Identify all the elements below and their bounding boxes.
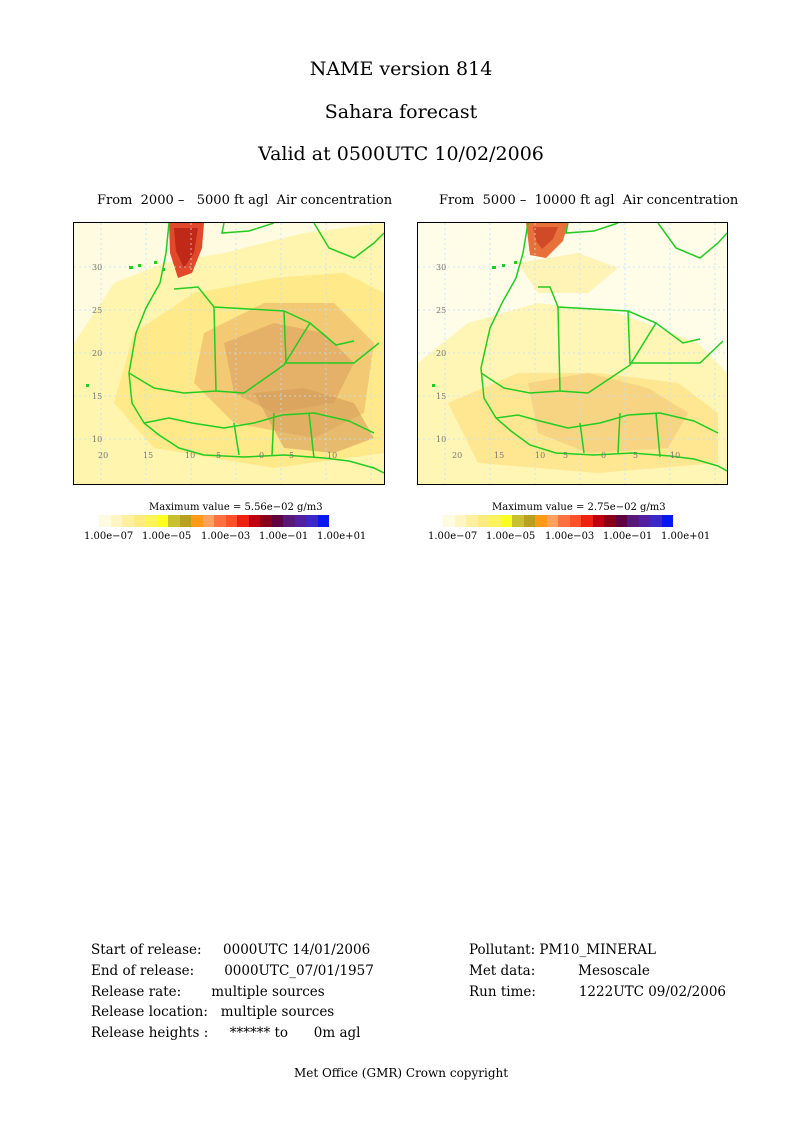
panel-1-lat-label: 10 xyxy=(92,435,103,444)
release-location: Release location: multiple sources xyxy=(91,1004,335,1020)
color-scale-swatch xyxy=(168,515,180,527)
color-scale-swatch xyxy=(260,515,272,527)
panel-1-lat-label: 25 xyxy=(92,306,103,315)
color-scale-swatch xyxy=(214,515,226,527)
release-start: Start of release: 0000UTC 14/01/2006 xyxy=(91,942,371,958)
panel-2-lon-label: 5 xyxy=(633,451,639,460)
panel-1-lat-label: 15 xyxy=(92,392,103,401)
color-scale-swatch xyxy=(454,515,466,527)
pollutant: Pollutant: PM10_MINERAL xyxy=(469,942,656,958)
page-title: NAME version 814 xyxy=(309,58,493,80)
panel-2-scale-tick: 1.00e−03 xyxy=(545,531,595,542)
panel-1-scale-tick: 1.00e−05 xyxy=(142,531,192,542)
panel-2-lon-label: 15 xyxy=(494,451,505,460)
panel-1-scale-tick: 1.00e−01 xyxy=(259,531,309,542)
color-scale-swatch xyxy=(615,515,627,527)
panel-2-max-value: Maximum value = 2.75e−02 g/m3 xyxy=(492,502,666,513)
panel-2-scale-tick: 1.00e−01 xyxy=(603,531,653,542)
color-scale-swatch xyxy=(604,515,616,527)
color-scale-swatch xyxy=(466,515,478,527)
panel-2-lon-label: 0 xyxy=(601,451,607,460)
panel-2-lon-label: 10 xyxy=(670,451,681,460)
panel-1-lon-label: 5 xyxy=(216,451,222,460)
color-scale-swatch xyxy=(627,515,639,527)
color-scale-swatch xyxy=(283,515,295,527)
color-scale-swatch xyxy=(500,515,512,527)
release-heights: Release heights : ****** to 0m agl xyxy=(91,1025,361,1041)
color-scale-swatch xyxy=(99,515,111,527)
color-scale-swatch xyxy=(317,515,329,527)
panel-2-color-scale xyxy=(443,515,673,527)
panel-1-map-graphic xyxy=(74,223,384,484)
panel-1-max-value: Maximum value = 5.56e−02 g/m3 xyxy=(149,502,323,513)
panel-2-scale-tick: 1.00e−07 xyxy=(428,531,478,542)
panel-2-map: 30 25 20 15 10 20 15 10 5 0 5 10 xyxy=(417,222,728,485)
panel-1-map: 30 25 20 15 10 20 15 10 5 0 5 10 xyxy=(73,222,385,485)
forecast-subtitle: Sahara forecast xyxy=(324,101,478,123)
color-scale-swatch xyxy=(661,515,673,527)
color-scale-swatch xyxy=(110,515,122,527)
panel-1-lon-label: 20 xyxy=(98,451,109,460)
color-scale-swatch xyxy=(489,515,501,527)
color-scale-swatch xyxy=(271,515,283,527)
panel-2-lat-label: 25 xyxy=(436,306,447,315)
color-scale-swatch xyxy=(237,515,249,527)
color-scale-swatch xyxy=(443,515,455,527)
panel-2-lat-label: 15 xyxy=(436,392,447,401)
color-scale-swatch xyxy=(546,515,558,527)
color-scale-swatch xyxy=(191,515,203,527)
panel-2-lat-label: 30 xyxy=(436,263,447,272)
color-scale-swatch xyxy=(477,515,489,527)
color-scale-swatch xyxy=(581,515,593,527)
color-scale-swatch xyxy=(202,515,214,527)
color-scale-swatch xyxy=(569,515,581,527)
color-scale-swatch xyxy=(133,515,145,527)
color-scale-swatch xyxy=(512,515,524,527)
color-scale-swatch xyxy=(294,515,306,527)
met-data: Met data: Mesoscale xyxy=(469,963,650,979)
panel-1-lon-label: 10 xyxy=(185,451,196,460)
release-rate: Release rate: multiple sources xyxy=(91,984,325,1000)
panel-2-lat-label: 20 xyxy=(436,349,447,358)
panel-1-lon-label: 5 xyxy=(289,451,295,460)
color-scale-swatch xyxy=(156,515,168,527)
color-scale-swatch xyxy=(122,515,134,527)
panel-2-title: From 5000 – 10000 ft agl Air concentrati… xyxy=(439,193,739,208)
run-time: Run time: 1222UTC 09/02/2006 xyxy=(469,984,727,1000)
panel-2-scale-tick: 1.00e+01 xyxy=(661,531,711,542)
color-scale-swatch xyxy=(638,515,650,527)
color-scale-swatch xyxy=(306,515,318,527)
panel-2-map-graphic xyxy=(418,223,727,484)
panel-1-color-scale xyxy=(99,515,329,527)
panel-1-scale-tick: 1.00e−07 xyxy=(84,531,134,542)
color-scale-swatch xyxy=(535,515,547,527)
panel-1-title: From 2000 – 5000 ft agl Air concentratio… xyxy=(97,193,393,208)
color-scale-swatch xyxy=(179,515,191,527)
valid-time: Valid at 0500UTC 10/02/2006 xyxy=(258,143,544,165)
panel-1-lat-label: 20 xyxy=(92,349,103,358)
panel-1-lon-label: 10 xyxy=(327,451,338,460)
panel-1-lon-label: 0 xyxy=(259,451,265,460)
panel-2-lon-label: 10 xyxy=(535,451,546,460)
panel-2-scale-tick: 1.00e−05 xyxy=(486,531,536,542)
panel-2-lat-label: 10 xyxy=(436,435,447,444)
panel-1-scale-tick: 1.00e+01 xyxy=(317,531,367,542)
copyright-footer: Met Office (GMR) Crown copyright xyxy=(293,1066,509,1080)
color-scale-swatch xyxy=(592,515,604,527)
color-scale-swatch xyxy=(225,515,237,527)
panel-2-lon-label: 5 xyxy=(563,451,569,460)
release-end: End of release: 0000UTC_07/01/1957 xyxy=(91,963,374,979)
color-scale-swatch xyxy=(558,515,570,527)
color-scale-swatch xyxy=(145,515,157,527)
color-scale-swatch xyxy=(523,515,535,527)
panel-1-scale-tick: 1.00e−03 xyxy=(201,531,251,542)
panel-1-lon-label: 15 xyxy=(143,451,154,460)
color-scale-swatch xyxy=(248,515,260,527)
panel-1-lat-label: 30 xyxy=(92,263,103,272)
panel-2-lon-label: 20 xyxy=(452,451,463,460)
color-scale-swatch xyxy=(650,515,662,527)
